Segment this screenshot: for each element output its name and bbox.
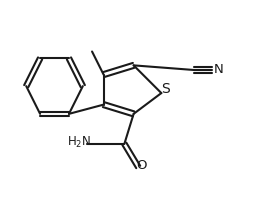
Text: S: S [161, 82, 170, 96]
Text: N: N [214, 63, 223, 76]
Text: O: O [136, 159, 146, 172]
Text: H$_2$N: H$_2$N [67, 134, 91, 150]
